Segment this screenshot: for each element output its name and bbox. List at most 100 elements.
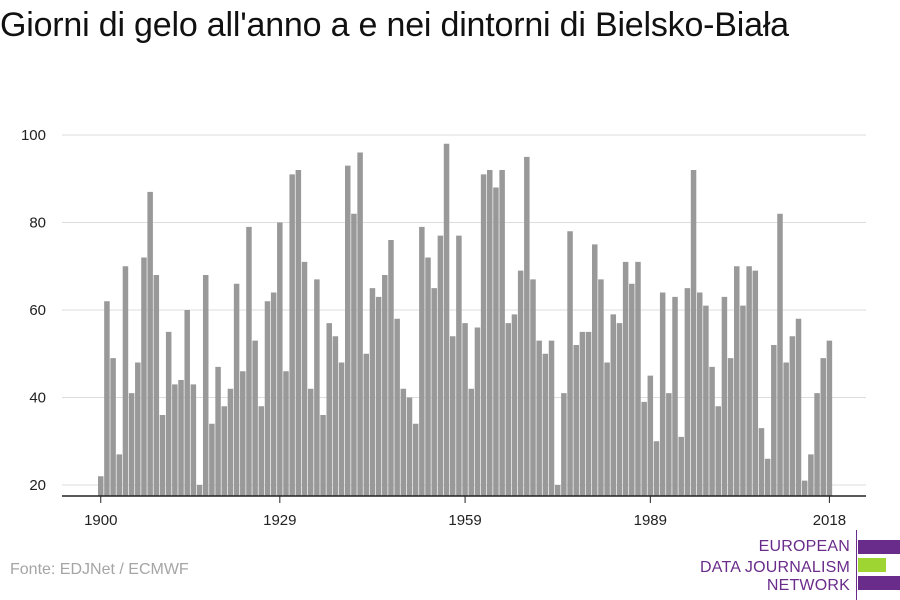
bar-1946 [382, 275, 388, 496]
bar-1998 [703, 305, 709, 497]
bar-1999 [709, 366, 715, 497]
y-tick-label: 100 [21, 127, 46, 144]
bar-2012 [789, 336, 796, 496]
bar-2013 [795, 318, 802, 496]
bar-1965 [499, 170, 505, 496]
x-tick-label: 1959 [448, 512, 481, 529]
bar-1968 [517, 270, 524, 497]
bar-1922 [233, 283, 240, 496]
bar-1976 [567, 231, 573, 496]
bar-1913 [178, 380, 184, 496]
bar-1971 [536, 340, 542, 497]
bar-1937 [326, 323, 332, 497]
bar-2009 [771, 345, 777, 496]
x-tick-label: 1989 [634, 512, 667, 529]
y-tick-label: 20 [29, 477, 46, 494]
bar-1930 [283, 371, 289, 496]
bar-1915 [190, 384, 197, 497]
bar-2007 [758, 428, 765, 497]
bar-1919 [215, 366, 221, 497]
bar-1912 [172, 384, 178, 497]
bar-1923 [240, 371, 246, 496]
bar-1984 [616, 323, 623, 497]
bar-1948 [394, 318, 400, 496]
bar-1982 [604, 362, 610, 496]
bar-1997 [696, 292, 703, 496]
bar-1957 [449, 336, 456, 496]
bar-2000 [715, 406, 721, 496]
bar-1908 [147, 191, 153, 497]
bar-1910 [159, 415, 166, 496]
bar-1902 [110, 358, 116, 497]
bar-1947 [388, 240, 394, 496]
bar-1928 [270, 292, 277, 496]
bar-1935 [314, 279, 320, 497]
bar-1905 [128, 393, 135, 497]
bar-1904 [122, 266, 129, 496]
bar-1951 [412, 423, 419, 496]
bar-1918 [209, 423, 215, 496]
bar-1969 [524, 156, 530, 497]
x-tick-label: 1929 [263, 512, 296, 529]
bar-1939 [338, 362, 345, 496]
bar-1988 [641, 401, 647, 497]
bar-2011 [783, 362, 789, 496]
bar-1929 [277, 222, 283, 496]
bar-1934 [307, 388, 314, 496]
logo-divider [856, 530, 857, 600]
bar-1945 [375, 296, 382, 497]
y-tick-label: 40 [29, 390, 46, 407]
logo-line-2: DATA JOURNALISM [700, 559, 850, 576]
bar-2008 [764, 458, 771, 496]
bar-2006 [752, 270, 759, 497]
bar-1950 [406, 397, 413, 496]
bar-1994 [678, 436, 684, 497]
bar-1900 [98, 476, 104, 496]
bar-1967 [511, 314, 518, 497]
bar-1916 [196, 485, 203, 496]
bar-1989 [647, 375, 654, 497]
bar-1941 [351, 213, 357, 496]
bar-1949 [400, 388, 407, 496]
bar-2014 [801, 480, 808, 497]
tick-labels: 20 40 60 80 100 1900 1929 1959 1989 2018 [21, 127, 846, 529]
bar-1953 [425, 257, 431, 496]
y-tick-label: 60 [29, 302, 46, 319]
bar-1911 [165, 331, 172, 497]
bar-1927 [264, 301, 271, 496]
bar-1986 [629, 283, 635, 496]
bar-1991 [659, 292, 666, 496]
bar-1970 [530, 279, 536, 497]
bar-1996 [690, 170, 697, 496]
bar-1903 [116, 454, 123, 497]
bar-2017 [820, 358, 826, 497]
bar-1932 [295, 170, 302, 496]
bar-1917 [202, 275, 209, 496]
bar-1963 [487, 170, 493, 496]
bar-1921 [227, 388, 234, 496]
bar-1906 [135, 362, 141, 496]
bar-2002 [727, 358, 734, 497]
bar-1995 [684, 288, 691, 497]
bar-1985 [622, 261, 629, 497]
bar-1952 [419, 226, 425, 497]
bar-1942 [357, 152, 363, 496]
bar-1925 [252, 340, 258, 497]
bar-1924 [246, 226, 252, 497]
bar-1962 [480, 174, 487, 497]
bar-1993 [672, 296, 678, 497]
bar-1920 [221, 406, 227, 496]
bar-1972 [542, 353, 549, 496]
bar-1960 [468, 388, 474, 496]
bar-1975 [561, 393, 567, 497]
bar-2003 [734, 266, 740, 496]
bar-1977 [573, 345, 579, 496]
bar-1944 [369, 288, 376, 497]
bar-2010 [777, 213, 783, 496]
bar-1961 [474, 327, 481, 496]
bar-1979 [585, 331, 592, 497]
bar-1981 [598, 279, 604, 497]
bar-1926 [258, 406, 265, 496]
bar-1938 [332, 336, 339, 496]
bar-1955 [437, 235, 444, 497]
